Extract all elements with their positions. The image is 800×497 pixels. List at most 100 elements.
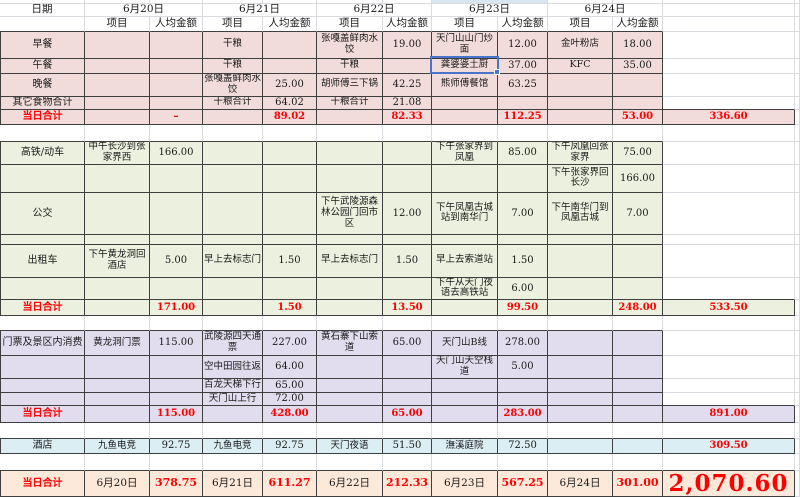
spacer-cell[interactable]: [317, 124, 383, 142]
empty-header-cell[interactable]: [663, 16, 795, 32]
spacer-cell[interactable]: [498, 454, 548, 471]
item-cell[interactable]: [317, 379, 383, 393]
row-total-cell[interactable]: [663, 244, 795, 278]
amount-cell[interactable]: [613, 244, 663, 278]
date-header[interactable]: 6月22日: [317, 4, 432, 17]
amount-cell[interactable]: 12.00: [383, 192, 432, 235]
amount-cell[interactable]: [613, 356, 663, 379]
amount-cell[interactable]: 99.50: [498, 300, 548, 316]
item-cell[interactable]: [317, 393, 383, 406]
item-cell[interactable]: 早上去标志门: [317, 244, 383, 278]
amount-cell[interactable]: 5.00: [150, 244, 203, 278]
item-cell[interactable]: 下午南华门到凤凰古城: [548, 192, 613, 235]
item-cell[interactable]: [548, 406, 613, 423]
amount-cell[interactable]: 7.00: [498, 192, 548, 235]
spacer-cell[interactable]: [613, 423, 663, 439]
header-strip-cell[interactable]: [263, 0, 317, 4]
amount-cell[interactable]: [498, 96, 548, 110]
item-cell[interactable]: 干粮: [203, 31, 263, 59]
spacer-cell[interactable]: [203, 124, 263, 142]
spacer-cell[interactable]: [432, 454, 498, 471]
spacer-cell[interactable]: [383, 454, 432, 471]
amount-cell[interactable]: 42.25: [383, 73, 432, 97]
date-row-label[interactable]: 日期: [0, 4, 85, 17]
item-cell[interactable]: 天门山上行: [203, 393, 263, 406]
row-label[interactable]: 其它食物合计: [0, 96, 85, 110]
spacer-cell[interactable]: [432, 423, 498, 439]
amount-cell[interactable]: [498, 379, 548, 393]
spacer-cell[interactable]: [663, 454, 795, 471]
item-cell[interactable]: [548, 109, 613, 125]
spacer-cell[interactable]: [85, 124, 150, 142]
amount-cell[interactable]: 51.50: [383, 439, 432, 454]
amount-cell[interactable]: 89.02: [263, 109, 317, 125]
row-total-cell[interactable]: [663, 58, 795, 74]
row-total-cell[interactable]: [663, 141, 795, 165]
item-cell[interactable]: [548, 331, 613, 356]
spacer-cell[interactable]: [383, 316, 432, 331]
item-cell[interactable]: [203, 192, 263, 235]
item-cell[interactable]: 九鱼电竞: [203, 439, 263, 454]
amount-cell[interactable]: 378.75: [150, 471, 203, 497]
item-cell[interactable]: [203, 277, 263, 300]
amount-cell[interactable]: 65.00: [383, 406, 432, 423]
edge-cell[interactable]: [795, 300, 800, 316]
amount-cell[interactable]: [383, 141, 432, 165]
spacer-cell[interactable]: [498, 423, 548, 439]
amount-cell[interactable]: 1.50: [498, 244, 548, 278]
edge-cell[interactable]: [795, 439, 800, 454]
item-cell[interactable]: 潕溪庭院: [432, 439, 498, 454]
header-strip-cell[interactable]: [663, 0, 795, 4]
row-label[interactable]: 当日合计: [0, 300, 85, 316]
row-label[interactable]: 高铁/动车: [0, 141, 85, 165]
amount-cell[interactable]: [150, 234, 203, 245]
item-cell[interactable]: 熊师傅餐馆: [432, 73, 498, 97]
col-header-item[interactable]: 项目: [548, 16, 613, 32]
row-label[interactable]: 当日合计: [0, 109, 85, 125]
row-total-cell[interactable]: [663, 31, 795, 59]
amount-cell[interactable]: 35.00: [613, 58, 663, 74]
amount-cell[interactable]: 6.00: [498, 277, 548, 300]
amount-cell[interactable]: 115.00: [150, 406, 203, 423]
item-cell[interactable]: [85, 96, 150, 110]
row-label[interactable]: [0, 277, 85, 300]
spacer-cell[interactable]: [432, 124, 498, 142]
spacer-cell[interactable]: [203, 316, 263, 331]
item-cell[interactable]: 黄石寨下山索道: [317, 331, 383, 356]
row-total-cell[interactable]: 891.00: [663, 406, 795, 423]
item-cell[interactable]: 张嘎盖鲜肉水饺: [317, 31, 383, 59]
amount-cell[interactable]: 567.25: [498, 471, 548, 497]
spacer-cell[interactable]: [85, 423, 150, 439]
amount-cell[interactable]: 5.00: [498, 356, 548, 379]
item-cell[interactable]: [203, 406, 263, 423]
amount-cell[interactable]: 7.00: [613, 192, 663, 235]
amount-cell[interactable]: 301.00: [613, 471, 663, 497]
header-strip-cell[interactable]: [85, 0, 150, 4]
amount-cell[interactable]: 53.00: [613, 109, 663, 125]
row-label[interactable]: 酒店: [0, 439, 85, 454]
item-cell[interactable]: 下午凤凰回张家界: [548, 141, 613, 165]
item-cell[interactable]: [317, 406, 383, 423]
amount-cell[interactable]: [498, 393, 548, 406]
amount-cell[interactable]: 12.00: [498, 31, 548, 59]
item-cell[interactable]: [548, 73, 613, 97]
item-cell[interactable]: [432, 379, 498, 393]
amount-cell[interactable]: 428.00: [263, 406, 317, 423]
header-strip-cell[interactable]: [150, 0, 203, 4]
item-cell[interactable]: [85, 393, 150, 406]
row-total-cell[interactable]: [663, 164, 795, 193]
item-cell[interactable]: [548, 234, 613, 245]
row-label[interactable]: [0, 356, 85, 379]
amount-cell[interactable]: 13.50: [383, 300, 432, 316]
item-cell[interactable]: [548, 96, 613, 110]
amount-cell[interactable]: 112.25: [498, 109, 548, 125]
amount-cell[interactable]: 248.00: [613, 300, 663, 316]
item-cell[interactable]: [432, 164, 498, 193]
col-header-item[interactable]: 项目: [432, 16, 498, 32]
amount-cell[interactable]: 115.00: [150, 331, 203, 356]
amount-cell[interactable]: 611.27: [263, 471, 317, 497]
row-label[interactable]: 公交: [0, 192, 85, 235]
spacer-cell[interactable]: [150, 423, 203, 439]
edge-cell[interactable]: [795, 73, 800, 97]
header-strip-cell[interactable]: [613, 0, 663, 4]
